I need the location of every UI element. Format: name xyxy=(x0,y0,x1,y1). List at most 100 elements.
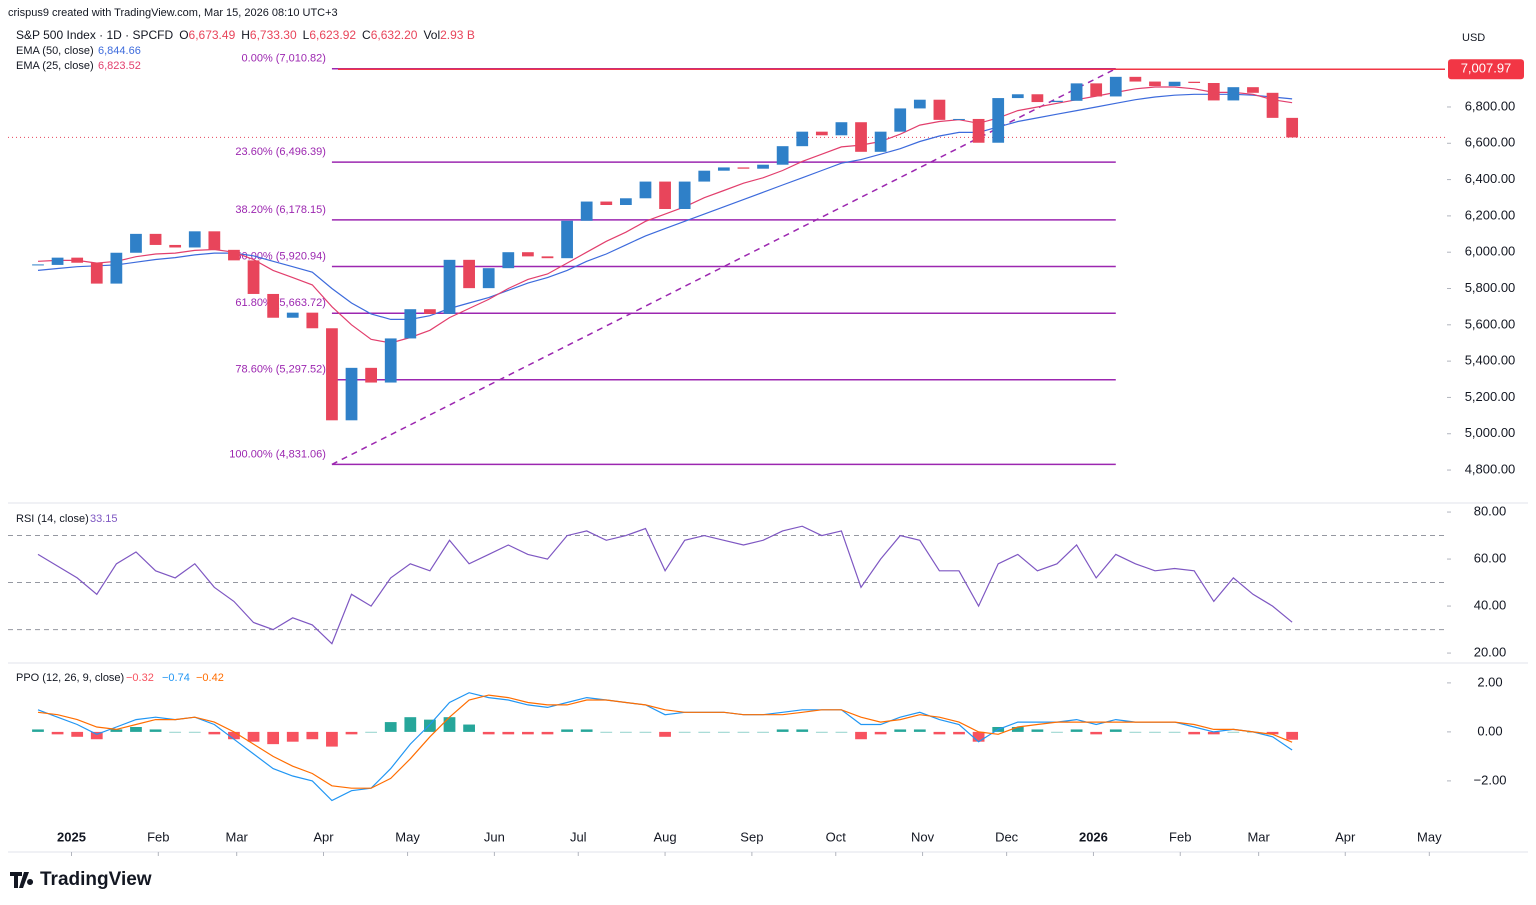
histogram-bar xyxy=(51,731,64,735)
histogram-bar xyxy=(443,717,456,732)
histogram-bar xyxy=(169,731,182,733)
y-tick-label: 5,600.00 xyxy=(1465,316,1516,331)
x-tick-label: 2025 xyxy=(57,829,86,844)
candle xyxy=(424,309,436,314)
y-tick-label: 80.00 xyxy=(1474,503,1507,518)
candle xyxy=(443,259,456,314)
candle xyxy=(169,244,182,248)
legend-value: −0.74 xyxy=(162,672,190,684)
y-tick-label: 20.00 xyxy=(1474,645,1507,660)
histogram-bar xyxy=(639,731,652,733)
y-tick-label: 6,800.00 xyxy=(1465,98,1516,113)
legend-name: EMA (25, close) xyxy=(16,60,94,72)
candle xyxy=(894,108,907,132)
candle xyxy=(1031,94,1044,103)
histogram-bar xyxy=(384,722,397,732)
candle xyxy=(619,198,632,206)
ohlc-value: 6,632.20 xyxy=(371,28,418,42)
candle xyxy=(90,262,103,284)
histogram-bar xyxy=(404,717,417,732)
histogram-bar xyxy=(933,731,946,735)
histogram-bar xyxy=(953,731,965,735)
candle xyxy=(874,131,887,152)
candle xyxy=(561,220,573,259)
y-tick-label: 2.00 xyxy=(1477,674,1502,689)
y-tick-label: 5,800.00 xyxy=(1465,280,1516,295)
histogram-bar xyxy=(1051,731,1063,733)
histogram-bar xyxy=(580,729,593,732)
histogram-bar xyxy=(835,731,848,733)
candle xyxy=(1070,83,1083,101)
histogram-bar xyxy=(482,731,495,735)
histogram-bar xyxy=(32,729,44,732)
candle xyxy=(1286,117,1299,138)
candle xyxy=(326,328,338,421)
ohlc-name: Vol xyxy=(423,28,440,42)
candle xyxy=(659,181,671,209)
y-tick-label: 40.00 xyxy=(1474,598,1507,613)
histogram-bar xyxy=(659,731,671,737)
x-tick-label: Oct xyxy=(826,829,847,844)
legend-value: 6,823.52 xyxy=(98,60,141,72)
fib-label: 23.60% (6,496.39) xyxy=(235,146,326,158)
histogram-bar xyxy=(894,729,907,732)
candle xyxy=(1207,83,1220,101)
x-tick-label: Apr xyxy=(1335,829,1356,844)
y-tick-label: 0.00 xyxy=(1477,723,1502,738)
ema-line xyxy=(37,86,1293,344)
histogram-bar xyxy=(1011,726,1024,732)
histogram-bar xyxy=(1129,731,1142,733)
candle xyxy=(776,146,789,165)
histogram-bar xyxy=(855,731,867,740)
ohlc-value: 6,623.92 xyxy=(309,28,356,42)
candle xyxy=(482,268,495,289)
fib-label: 78.60% (5,297.52) xyxy=(235,364,326,376)
candle xyxy=(1149,81,1161,87)
histogram-bar xyxy=(306,731,319,740)
histogram-bar xyxy=(522,731,534,735)
candle xyxy=(247,260,260,294)
fib-label: 50.00% (5,920.94) xyxy=(235,250,326,262)
candle xyxy=(639,181,652,199)
x-tick-label: Jul xyxy=(570,829,587,844)
x-tick-label: May xyxy=(1417,829,1442,844)
ohlc-name: O xyxy=(179,28,188,42)
histogram-bar xyxy=(502,731,515,735)
price-label: 7,007.97 xyxy=(1461,61,1512,76)
candle xyxy=(463,259,475,289)
candle xyxy=(953,118,965,120)
histogram-bar xyxy=(1188,731,1201,735)
histogram-bar xyxy=(796,729,809,732)
x-tick-label: Feb xyxy=(1169,829,1191,844)
histogram-bar xyxy=(365,731,377,733)
candle xyxy=(208,231,221,250)
candle xyxy=(796,131,809,147)
candle xyxy=(580,201,593,221)
price-label-box xyxy=(1448,59,1524,80)
candle xyxy=(130,233,142,253)
candle xyxy=(972,118,985,143)
candle xyxy=(51,257,64,265)
y-tick-label: 5,200.00 xyxy=(1465,389,1516,404)
legend-value: −0.32 xyxy=(126,672,154,684)
y-tick-label: −2.00 xyxy=(1474,772,1507,787)
candle xyxy=(384,338,397,383)
histogram-bar xyxy=(678,731,691,733)
histogram-bar xyxy=(188,731,201,733)
y-tick-label: 6,600.00 xyxy=(1465,135,1516,150)
candle xyxy=(815,131,828,136)
histogram-bar xyxy=(424,719,436,732)
candle xyxy=(306,312,319,329)
x-tick-label: Apr xyxy=(313,829,334,844)
candle xyxy=(110,252,123,284)
histogram-bar xyxy=(1168,731,1181,733)
candle xyxy=(1188,81,1201,84)
candle xyxy=(1227,87,1240,101)
credit: crispus9 created with TradingView.com, M… xyxy=(8,7,338,19)
candle xyxy=(345,367,358,421)
candle xyxy=(1247,87,1259,93)
candle xyxy=(404,309,417,339)
candle xyxy=(1266,92,1279,118)
histogram-bar xyxy=(1109,729,1122,732)
